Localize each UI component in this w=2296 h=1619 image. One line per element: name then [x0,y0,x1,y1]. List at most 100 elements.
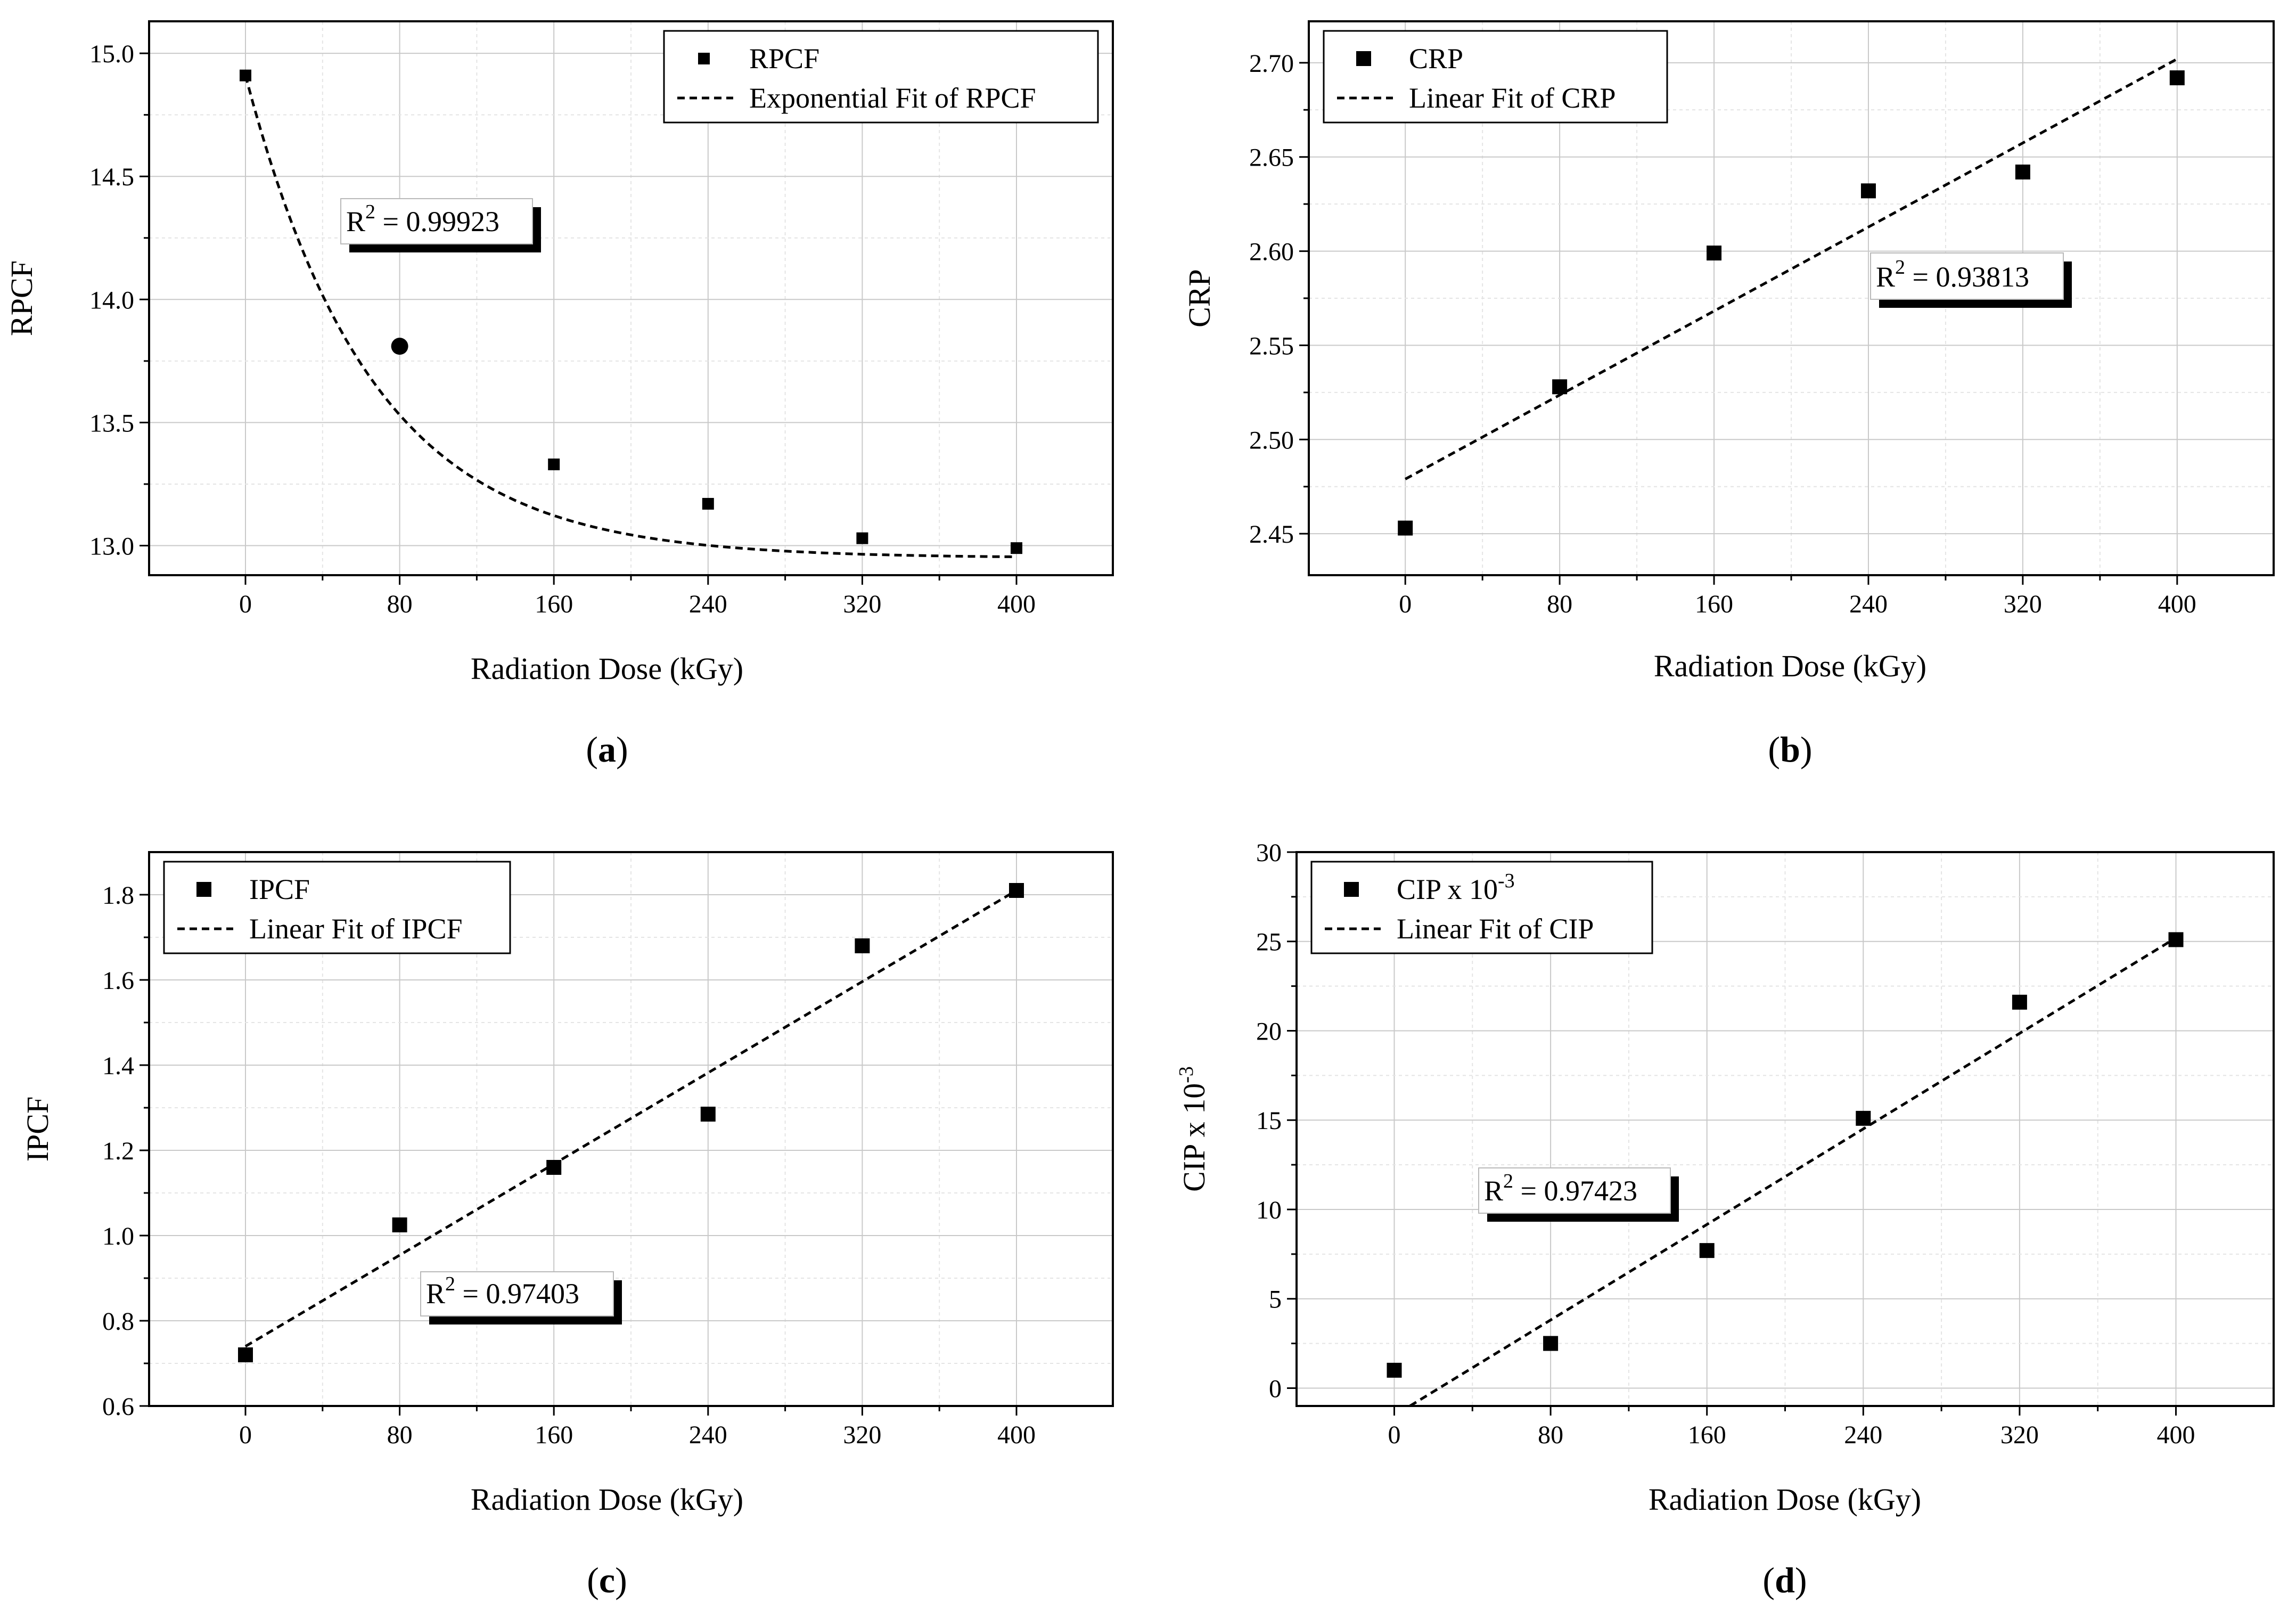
x-axis-title: Radiation Dose (kGy) [471,651,743,686]
y-tick-label: 2.70 [1249,50,1294,78]
y-tick-label: 30 [1256,839,1282,867]
legend-entry-data-label: RPCF [749,43,819,75]
y-axis-title: CIP x 10-3 [1175,1066,1211,1192]
legend-entry-data: CRP [1409,43,1463,75]
legend-marker [698,53,710,64]
y-tick-label: 15.0 [89,40,134,68]
x-tick-label: 0 [1399,590,1412,618]
y-tick-label: 20 [1256,1017,1282,1045]
legend-entry-data: RPCF [749,43,819,75]
x-tick-label: 400 [997,590,1036,618]
y-axis-title-text: CRP [1182,269,1217,328]
data-point [1011,542,1022,554]
legend-frame [1323,30,1668,124]
x-tick-label: 80 [387,1421,413,1449]
data-point [238,1347,253,1362]
y-tick-label: 1.8 [102,881,134,910]
chart-panel-d: 0 80 160 240 320 400 0 5 10 15 20 25 30 Radiation Dos… [1175,839,2275,1600]
r-squared-symbol: R [346,206,365,238]
legend-marker [196,882,211,897]
r-squared-box [1478,1167,1671,1214]
y-axis-title-superscript: -3 [1175,1066,1198,1083]
r-squared-annotation: R2 = 0.93813 [1870,252,2072,308]
y-tick-label: 2.50 [1249,426,1294,454]
panel-label-close: ) [1795,1560,1807,1600]
r-squared-superscript: 2 [1895,256,1905,279]
legend: CRP Linear Fit of CRP [1323,30,1668,124]
r-squared-value: = 0.93813 [1905,261,2029,293]
panel-label-open: ( [587,1560,599,1600]
y-tick-label: 15 [1256,1107,1282,1135]
y-tick-label: 1.0 [102,1222,134,1250]
panel-label-open: ( [586,729,598,770]
panel-label: (c) [587,1560,627,1600]
data-point [2015,164,2030,179]
legend-entry-data: IPCF [249,873,310,905]
legend-marker [1344,882,1359,897]
x-tick-label: 0 [239,590,252,618]
legend-frame [663,30,1099,124]
data-point [2169,70,2185,86]
x-tick-label: 320 [843,590,881,618]
data-point [1552,379,1568,395]
data-point [855,938,870,953]
data-point [2168,932,2184,947]
x-tick-label: 160 [535,590,573,618]
x-tick-label: 400 [2157,1421,2195,1449]
x-tick-label: 160 [1695,590,1733,618]
data-point [391,338,408,355]
legend: IPCF Linear Fit of IPCF [163,861,511,954]
r-squared-superscript: 2 [365,201,375,223]
r-squared-box [420,1271,614,1317]
legend-entry-fit: Linear Fit of CIP [1397,913,1594,945]
panel-label-open: ( [1762,1560,1775,1600]
r-squared-symbol: R [1876,261,1895,293]
r-squared-symbol: R [426,1278,445,1310]
legend-entry-data-label: IPCF [249,873,310,905]
y-tick-label: 13.5 [89,409,134,437]
chart-panel-a: 0 80 160 240 320 400 13.0 13.5 14.0 14.5 15.0 Radia… [4,20,1114,770]
data-point [856,532,868,544]
panel-label-letter: d [1775,1560,1795,1600]
y-axis-title-text: RPCF [4,260,39,336]
r-squared-annotation: R2 = 0.97423 [1478,1167,1679,1222]
r-squared-symbol: R [1484,1175,1503,1207]
x-tick-label: 240 [689,590,727,618]
legend-entry-fit: Linear Fit of IPCF [249,913,463,945]
x-axis-title: Radiation Dose (kGy) [1649,1482,1921,1517]
legend: RPCF Exponential Fit of RPCF [663,30,1099,124]
fit-line [244,889,1018,1348]
panel-label: (b) [1768,729,1812,770]
data-point [548,459,560,470]
x-tick-label: 240 [1849,590,1888,618]
y-axis-title: CRP [1182,269,1217,328]
x-tick-label: 80 [1538,1421,1563,1449]
data-point [392,1217,407,1232]
y-tick-label: 1.2 [102,1137,134,1165]
y-axis-title: RPCF [4,260,39,336]
r-squared-text: R2 = 0.97423 [1484,1170,1637,1207]
legend-entry-fit: Exponential Fit of RPCF [749,82,1036,114]
data-point [1009,883,1024,898]
y-tick-label: 5 [1269,1286,1282,1314]
y-axis-title-text: IPCF [20,1097,55,1162]
data-point [1856,1110,1871,1126]
x-axis-title: Radiation Dose (kGy) [1654,649,1926,683]
x-tick-label: 160 [1688,1421,1726,1449]
legend-frame [163,861,511,954]
legend-frame [1310,861,1653,954]
r-squared-superscript: 2 [445,1273,455,1295]
x-tick-label: 240 [689,1421,727,1449]
panel-label-open: ( [1768,729,1780,770]
x-tick-label: 80 [1547,590,1572,618]
y-tick-label: 13.0 [89,533,134,561]
panel-label-close: ) [1800,729,1813,770]
y-tick-label: 14.5 [89,163,134,191]
panel-label-close: ) [615,1560,627,1600]
y-tick-label: 0.6 [102,1393,134,1421]
data-point [1707,246,1722,261]
x-axis-title: Radiation Dose (kGy) [471,1482,743,1517]
panel-label-close: ) [616,729,628,770]
legend-entry-fit: Linear Fit of CRP [1409,82,1616,114]
